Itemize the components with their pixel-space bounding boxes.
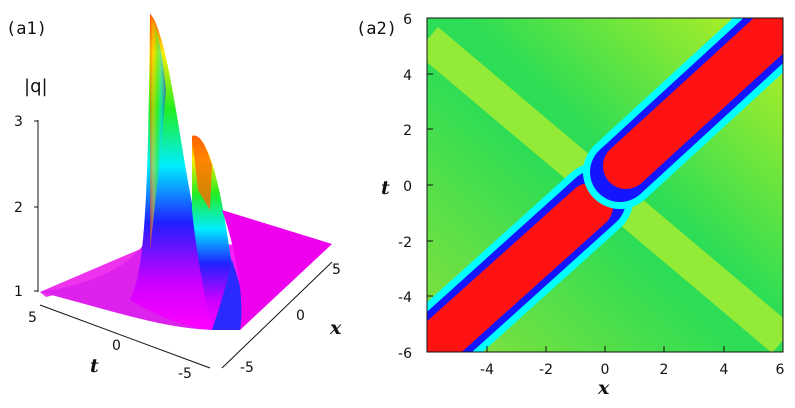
panel-a2-band-lower-core (427, 183, 613, 352)
panel-a1-x-axis-label: x (329, 317, 342, 339)
panel-a2-y-tick-label-neg2: -2 (398, 235, 412, 251)
panel-a1-t-axis (39, 304, 211, 369)
panel-a2: (a2) 6 4 2 0 -2 (356, 12, 785, 399)
panel-a1-z-axis-label: |q| (24, 76, 48, 97)
panel-a1-surface-right (222, 210, 332, 330)
panel-a1-z-tick-label-1: 1 (14, 284, 23, 300)
panel-a2-label: (a2) (356, 19, 397, 39)
panel-a1-t-tick-label-0: 0 (112, 338, 121, 354)
panel-a2-y-tick-label-0: 0 (403, 179, 412, 195)
panel-a1-surface-back-edge (40, 245, 150, 297)
panel-a2-density-content (427, 18, 783, 352)
panel-a1-peak-second-crest (192, 135, 212, 210)
panel-a2-x-ticks (486, 346, 784, 352)
panel-a1: (a1) |q| 3 2 1 5 0 -5 t 5 0 -5 (6, 14, 342, 382)
panel-a1-z-tick-label-3: 3 (14, 114, 23, 130)
panel-a2-x-axis-label: x (597, 377, 610, 399)
panel-a2-x-tick-label-2: 2 (660, 362, 669, 378)
panel-a1-valley (212, 260, 246, 330)
panel-a2-x-tick-label-6: 6 (776, 362, 785, 378)
panel-a2-y-tick-label-4: 4 (403, 68, 412, 84)
panel-a2-y-ticks (427, 17, 433, 353)
panel-a2-y-axis-label: t (381, 177, 390, 199)
panel-a2-y-tick-label-neg4: -4 (398, 290, 412, 306)
panel-a1-x-tick-label-neg5: -5 (240, 360, 254, 376)
panel-a1-t-tick-label-5: 5 (28, 310, 37, 326)
panel-a2-x-tick-label-neg4: -4 (480, 362, 494, 378)
panel-a2-x-tick-label-0: 0 (601, 362, 610, 378)
panel-a2-y-tick-label-neg6: -6 (398, 346, 412, 362)
panel-a1-x-axis (221, 261, 333, 369)
panel-a1-z-tick-label-2: 2 (14, 200, 23, 216)
panel-a1-t-axis-label: t (90, 355, 99, 377)
panel-a1-peak-tall-side (150, 14, 166, 250)
panel-a2-y-tick-label-6: 6 (403, 12, 412, 28)
panel-a2-x-tick-label-neg2: -2 (539, 362, 553, 378)
panel-a2-y-tick-label-2: 2 (403, 123, 412, 139)
panel-a1-x-tick-label-5: 5 (332, 262, 341, 278)
panel-a1-label: (a1) (6, 19, 47, 39)
panel-a2-band-upper-core (603, 18, 783, 189)
panel-a1-t-tick-label-neg5: -5 (178, 366, 192, 382)
panel-a2-x-tick-label-4: 4 (720, 362, 729, 378)
panel-a1-x-tick-label-0: 0 (296, 308, 305, 324)
